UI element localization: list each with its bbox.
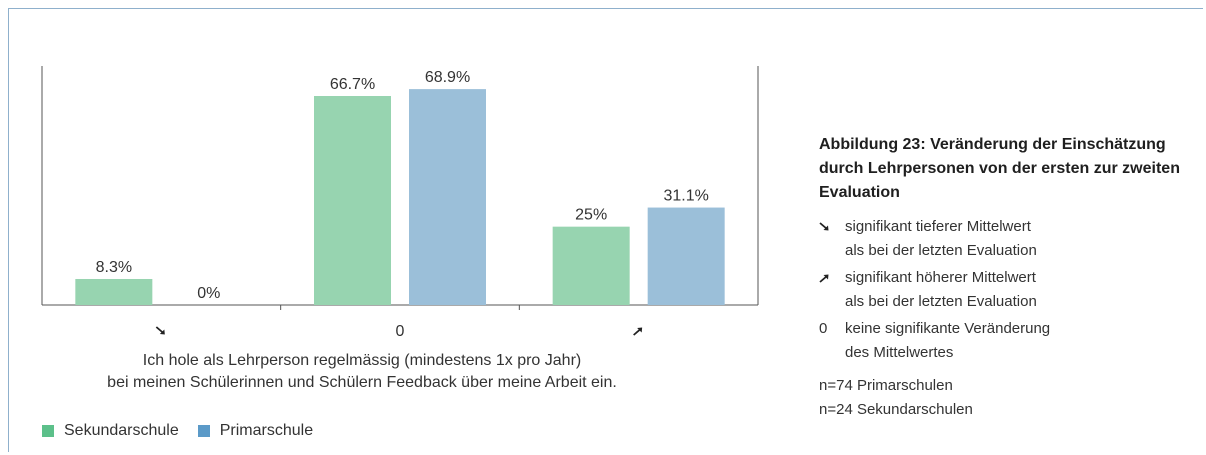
series-legend: Sekundarschule Primarschule xyxy=(42,421,332,441)
bar-primarschule-1 xyxy=(409,89,486,305)
bar-sekundarschule-2 xyxy=(552,226,630,305)
data-label: 8.3% xyxy=(96,259,132,276)
arrow-up-right-icon xyxy=(819,266,839,290)
symbol-legend-item-down: signifikant tieferer Mittelwert als bei … xyxy=(819,215,1199,263)
symbol-legend-down-line-2: als bei der letzten Evaluation xyxy=(845,242,1037,259)
bar-chart: 8.3% 0% 66.7% 68.9% 0 25% 31.1% xyxy=(41,66,759,340)
legend-label-primarschule: Primarschule xyxy=(219,422,314,439)
symbol-legend-item-up: signifikant höherer Mittelwert als bei d… xyxy=(819,266,1199,314)
data-label: 68.9% xyxy=(425,69,470,86)
legend-swatch-sekundarschule xyxy=(42,425,54,437)
data-label: 25% xyxy=(575,207,607,224)
figure-title: Abbildung 23: Veränderung der Einschätzu… xyxy=(819,136,1180,201)
figure-frame xyxy=(8,8,1203,452)
bar-sekundarschule-0 xyxy=(75,278,153,305)
data-label: 0% xyxy=(197,285,220,302)
symbol-legend-up-line-1: signifikant höherer Mittelwert xyxy=(845,269,1036,286)
sample-sizes: n=74 Primarschulen n=24 Sekundarschulen xyxy=(819,374,1199,422)
bar-sekundarschule-1 xyxy=(314,96,391,305)
legend-swatch-primarschule xyxy=(197,425,210,437)
symbol-legend-zero-line-1: keine signifikante Veränderung xyxy=(845,320,1051,337)
arrow-up-right-icon xyxy=(633,327,643,336)
zero-symbol: 0 xyxy=(819,320,828,337)
legend-entry-sekundarschule: Sekundarschule xyxy=(42,421,179,441)
x-axis-label-line-2: bei meinen Schülerinnen und Schülern Fee… xyxy=(107,374,617,391)
data-label: 31.1% xyxy=(663,188,708,205)
symbol-legend: signifikant tieferer Mittelwert als bei … xyxy=(819,215,1199,365)
sample-size-sekundar: n=24 Sekundarschulen xyxy=(819,401,973,418)
x-tick-label: 0 xyxy=(396,323,405,340)
x-axis-label: Ich hole als Lehrperson regelmässig (min… xyxy=(42,350,682,394)
symbol-legend-down-line-1: signifikant tieferer Mittelwert xyxy=(845,218,1031,235)
x-axis-label-line-1: Ich hole als Lehrperson regelmässig (min… xyxy=(142,352,582,369)
symbol-legend-zero-line-2: des Mittelwertes xyxy=(845,344,954,361)
arrow-down-right-icon xyxy=(819,215,839,239)
legend-label-sekundarschule: Sekundarschule xyxy=(64,422,179,439)
legend-entry-primarschule: Primarschule xyxy=(197,421,314,441)
sample-size-primar: n=74 Primarschulen xyxy=(819,377,953,394)
info-panel: Abbildung 23: Veränderung der Einschätzu… xyxy=(819,133,1199,422)
data-label: 66.7% xyxy=(330,76,375,93)
symbol-legend-item-zero: 0 keine signifikante Veränderung des Mit… xyxy=(819,317,1199,365)
arrow-down-right-icon xyxy=(155,326,165,335)
symbol-legend-up-line-2: als bei der letzten Evaluation xyxy=(845,293,1037,310)
bar-primarschule-2 xyxy=(647,207,725,305)
